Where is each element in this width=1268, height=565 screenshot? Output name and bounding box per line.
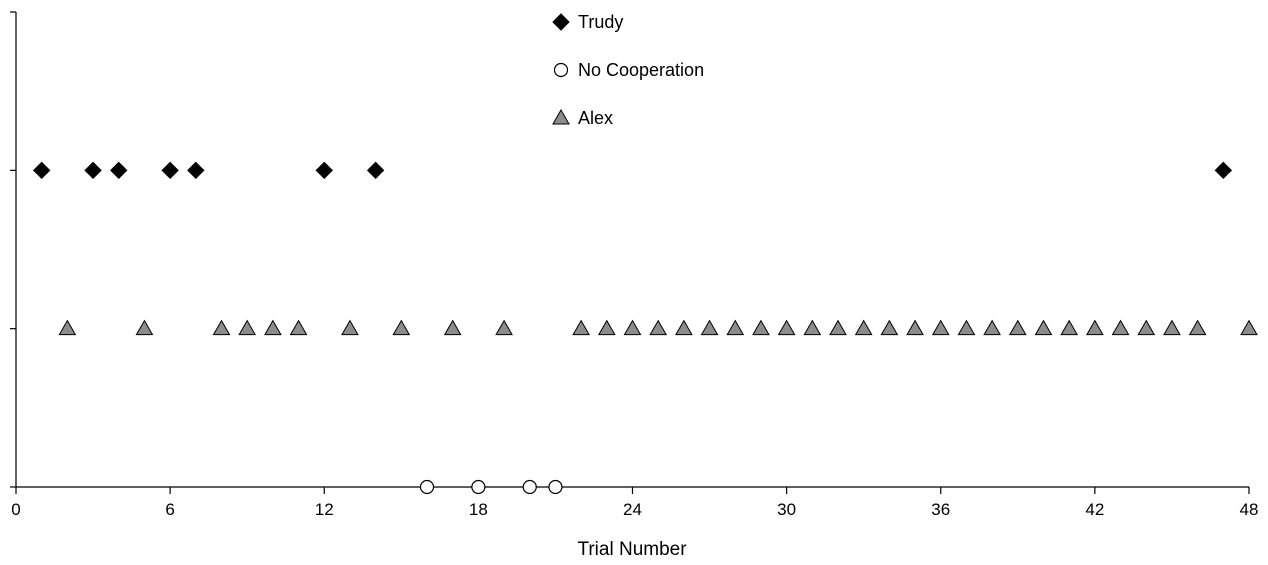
x-tick-label: 6 <box>165 500 174 519</box>
x-axis-title: Trial Number <box>577 539 687 560</box>
legend-marker-alex <box>552 108 570 125</box>
legend-marker-trudy <box>552 13 570 31</box>
trudy-point <box>32 161 51 180</box>
x-tick-label: 30 <box>777 500 796 519</box>
alex-point <box>829 319 847 336</box>
legend-marker-no-cooperation <box>553 62 569 78</box>
alex-point <box>983 319 1001 336</box>
no-cooperation-point <box>471 479 486 495</box>
alex-point <box>803 319 822 336</box>
alex-point <box>957 319 976 336</box>
trudy-point <box>161 161 179 180</box>
x-axis-tick-labels: 0 6 12 18 24 30 36 42 48 <box>11 500 1258 519</box>
alex-point <box>1008 319 1027 336</box>
alex-point <box>238 319 257 336</box>
x-tick-label: 36 <box>931 500 950 519</box>
legend-label-alex: Alex <box>578 108 613 128</box>
legend-label-trudy: Trudy <box>578 12 623 32</box>
alex-point <box>854 319 873 336</box>
alex-point <box>341 319 359 336</box>
alex-point <box>392 319 411 336</box>
no-cooperation-point <box>522 479 537 495</box>
legend: Trudy No Cooperation Alex <box>552 12 704 128</box>
alex-point <box>623 319 642 336</box>
alex-point <box>212 319 231 336</box>
alex-point <box>264 319 282 336</box>
alex-point <box>880 319 899 336</box>
alex-point <box>1188 319 1207 336</box>
data-points <box>32 161 1258 495</box>
alex-point <box>675 319 693 336</box>
alex-point <box>931 319 950 336</box>
x-axis-ticks <box>15 487 1250 494</box>
y-axis-ticks <box>10 11 16 488</box>
trudy-point <box>84 161 102 180</box>
alex-point <box>1111 319 1130 336</box>
trudy-point <box>110 161 128 180</box>
legend-label-no-cooperation: No Cooperation <box>578 60 704 80</box>
alex-point <box>1086 319 1104 336</box>
alex-point <box>777 319 796 336</box>
trudy-point <box>187 161 205 180</box>
alex-point <box>1137 319 1156 336</box>
alex-point <box>649 319 668 336</box>
alex-point <box>572 319 590 336</box>
alex-point <box>135 319 154 336</box>
alex-point <box>1060 319 1079 336</box>
x-tick-label: 42 <box>1085 500 1104 519</box>
alex-point <box>597 319 616 336</box>
alex-point <box>1034 319 1053 336</box>
x-tick-label: 12 <box>315 500 334 519</box>
alex-point <box>906 319 924 336</box>
trudy-point <box>1214 161 1233 180</box>
trudy-point <box>366 161 385 180</box>
alex-point <box>1240 319 1258 336</box>
alex-point <box>289 319 308 336</box>
alex-point <box>700 319 719 336</box>
no-cooperation-point <box>548 479 563 495</box>
x-tick-label: 18 <box>469 500 488 519</box>
x-tick-label: 48 <box>1240 500 1259 519</box>
no-cooperation-point <box>419 479 435 495</box>
x-tick-label: 0 <box>11 500 20 519</box>
alex-point <box>1163 319 1181 336</box>
trudy-point <box>315 161 333 180</box>
x-tick-label: 24 <box>623 500 642 519</box>
alex-point <box>752 319 770 336</box>
alex-point <box>495 319 513 336</box>
alex-point <box>726 319 745 336</box>
alex-point <box>58 319 77 336</box>
alex-point <box>443 319 462 336</box>
